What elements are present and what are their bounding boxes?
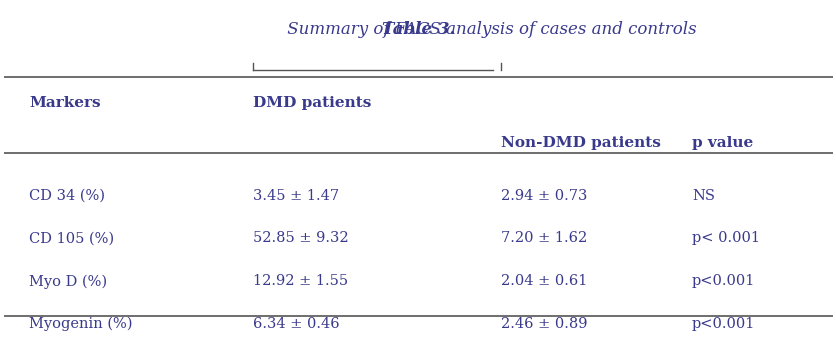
Text: Summary of FACS analysis of cases and controls: Summary of FACS analysis of cases and co… <box>281 21 696 38</box>
Text: 7.20 ± 1.62: 7.20 ± 1.62 <box>501 232 587 245</box>
Text: p< 0.001: p< 0.001 <box>691 232 759 245</box>
Text: p<0.001: p<0.001 <box>691 317 754 331</box>
Text: NS: NS <box>691 188 714 203</box>
Text: DMD patients: DMD patients <box>252 96 370 111</box>
Text: 12.92 ± 1.55: 12.92 ± 1.55 <box>252 274 348 288</box>
Text: 2.04 ± 0.61: 2.04 ± 0.61 <box>501 274 587 288</box>
Text: 2.46 ± 0.89: 2.46 ± 0.89 <box>501 317 587 331</box>
Text: Non-DMD patients: Non-DMD patients <box>501 136 660 150</box>
Text: 6.34 ± 0.46: 6.34 ± 0.46 <box>252 317 339 331</box>
Text: p<0.001: p<0.001 <box>691 274 754 288</box>
Text: 3.45 ± 1.47: 3.45 ± 1.47 <box>252 188 339 203</box>
Text: Myo D (%): Myo D (%) <box>29 274 107 288</box>
Text: Myogenin (%): Myogenin (%) <box>29 317 132 332</box>
Text: 2.94 ± 0.73: 2.94 ± 0.73 <box>501 188 587 203</box>
Text: 52.85 ± 9.32: 52.85 ± 9.32 <box>252 232 348 245</box>
Text: CD 34 (%): CD 34 (%) <box>29 188 104 203</box>
Text: p value: p value <box>691 136 752 150</box>
Text: Markers: Markers <box>29 96 100 111</box>
Text: Table 3.: Table 3. <box>381 21 455 38</box>
Text: CD 105 (%): CD 105 (%) <box>29 232 114 245</box>
